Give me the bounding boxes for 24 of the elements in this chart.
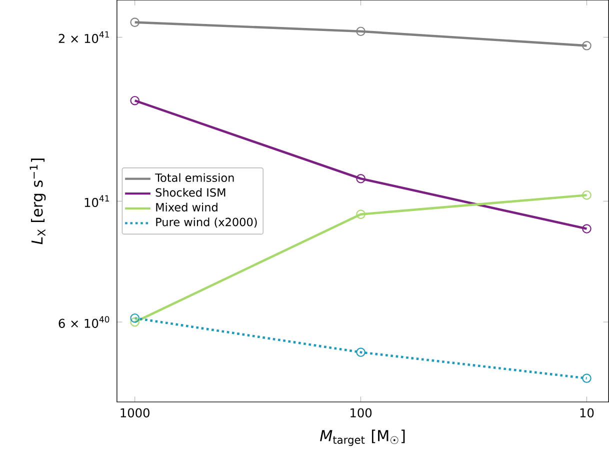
legend-label: Shocked ISM [156, 188, 226, 197]
y-tick-label: 2 × 10$^{41}$ [58, 31, 109, 43]
y-tick-label: 10$^{41}$ [84, 195, 109, 207]
y-tick-label: 6 × 10$^{40}$ [58, 316, 110, 328]
point [582, 40, 592, 50]
x-tick-label: 1000 [120, 408, 150, 418]
point [130, 317, 140, 327]
point [582, 190, 592, 200]
point [582, 224, 592, 234]
legend-label: Total emission [155, 173, 234, 182]
point [130, 18, 140, 27]
point [582, 374, 592, 383]
point [356, 26, 366, 36]
x-axis-title: M$_{target}$ [M$_{☉}$] [320, 430, 405, 446]
y-axis-title: L$_{X}$ [erg s$^{−1}$] [30, 158, 46, 244]
x-tick-label: 100 [350, 408, 372, 418]
legend-label: Mixed wind [156, 202, 218, 212]
point [356, 210, 366, 219]
point [356, 174, 366, 184]
legend-label: Pure wind (x2000) [156, 217, 257, 228]
point [356, 348, 366, 357]
point [130, 96, 140, 106]
x-tick-label: 10 [580, 408, 594, 418]
point [130, 313, 140, 323]
